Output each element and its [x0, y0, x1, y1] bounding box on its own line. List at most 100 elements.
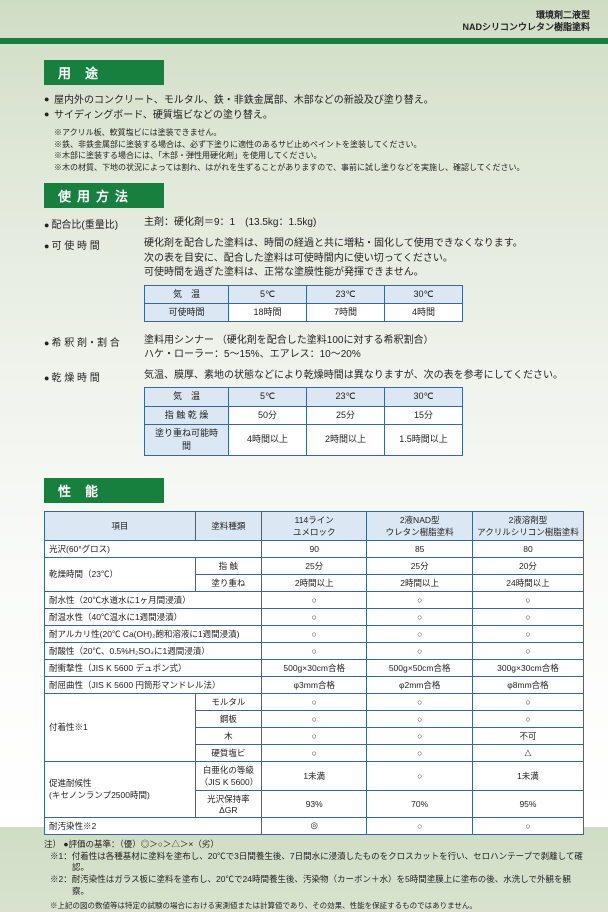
perf-th-col1: 114ライン ユメロック: [261, 511, 366, 540]
dry-r0c3: 15分: [385, 406, 463, 424]
potlife-body3: 可使時間を過ぎた塗料は、正常な塗膜性能が発揮できません。: [144, 266, 584, 281]
perf-cell: ○: [472, 642, 583, 659]
perf-cell: ○: [367, 761, 472, 790]
perf-cell: 25分: [367, 557, 472, 574]
dry-r0c1: 50分: [229, 406, 307, 424]
perf-cell: 70%: [367, 790, 472, 817]
legend-l0: 注） ●評価の基準：（優）◎＞○＞△＞×（劣）: [44, 839, 584, 851]
perf-cell: ○: [472, 608, 583, 625]
perf-cell: ○: [261, 608, 366, 625]
perf-cell: 93%: [261, 790, 366, 817]
dry-th0: 気 温: [145, 388, 229, 406]
perf-row-label: 乾燥時間（23℃）: [45, 557, 196, 591]
uses-bullets: 屋内外のコンクリート、モルタル、鉄・非鉄金属部、木部などの新設及び塗り替え。 サ…: [44, 93, 584, 123]
perf-cell: 24時間以上: [472, 574, 583, 591]
perf-cell: ○: [261, 591, 366, 608]
potlife-th1: 5℃: [229, 285, 307, 303]
dry-r0c2: 25分: [307, 406, 385, 424]
dry-r0c0: 指 触 乾 燥: [145, 406, 229, 424]
method-ratio-row: 配合比(重量比) 主剤：硬化剤＝9：1 (13.5kg：1.5kg): [44, 216, 584, 231]
perf-row-sub: 指 触: [195, 557, 261, 574]
uses-note-2: ※鉄、非鉄金属部に塗装する場合は、必ず下塗りに適性のあるサビ止めペイントを塗装し…: [54, 139, 584, 151]
perf-cell: ○: [367, 817, 472, 834]
uses-notes: ※アクリル板、軟質塩ビには塗装できません。 ※鉄、非鉄金属部に塗装する場合は、必…: [44, 127, 584, 173]
perf-cell: φ2mm合格: [367, 676, 472, 693]
perf-row-label: 耐アルカリ性(20℃ Ca(OH)₂飽和溶液に1週間浸漬): [45, 625, 262, 642]
perf-cell: φ8mm合格: [472, 676, 583, 693]
uses-note-3: ※木部に塗装する場合には、「木部・弾性用硬化剤」を使用してください。: [54, 150, 584, 162]
perf-cell: ○: [261, 625, 366, 642]
perf-row-label: 付着性※1: [45, 693, 196, 761]
perf-cell: 20分: [472, 557, 583, 574]
perf-cell: 2時間以上: [367, 574, 472, 591]
dry-table: 気 温 5℃ 23℃ 30℃ 指 触 乾 燥 50分 25分 15分 塗り重ね可…: [144, 387, 463, 455]
subtitle-line1: 環境剤二液型: [463, 10, 591, 22]
dry-r1c2: 2時間以上: [307, 424, 385, 455]
dry-body1: 気温、膜厚、素地の状態などにより乾燥時間は異なりますが、次の表を参考にしてくださ…: [144, 369, 584, 384]
perf-row-sub: 木: [195, 727, 261, 744]
method-thinner-body: 塗料用シンナー （硬化剤を配合した塗料100に対する希釈割合） ハケ・ローラー：…: [144, 334, 584, 363]
potlife-body1: 硬化剤を配合した塗料は、時間の経過と共に増粘・固化して使用できなくなります。: [144, 237, 584, 252]
perf-cell: ○: [261, 727, 366, 744]
perf-cell: 1未満: [261, 761, 366, 790]
potlife-r0c0: 可使時間: [145, 303, 229, 321]
section-head-uses: 用途: [44, 60, 164, 85]
perf-cell: ○: [472, 693, 583, 710]
perf-cell: ○: [472, 591, 583, 608]
potlife-r0c1: 18時間: [229, 303, 307, 321]
perf-cell: 95%: [472, 790, 583, 817]
method-dry-body: 気温、膜厚、素地の状態などにより乾燥時間は異なりますが、次の表を参考にしてくださ…: [144, 369, 584, 462]
perf-cell: ○: [367, 744, 472, 761]
method-thinner-label: 希 釈 剤・割 合: [44, 334, 144, 363]
method-potlife-label: 可 使 時 間: [44, 237, 144, 328]
perf-th-col2: 2液NAD型 ウレタン樹脂塗料: [367, 511, 472, 540]
method-potlife-row: 可 使 時 間 硬化剤を配合した塗料は、時間の経過と共に増粘・固化して使用できな…: [44, 237, 584, 328]
perf-row-sub: モルタル: [195, 693, 261, 710]
perf-cell: ○: [261, 693, 366, 710]
perf-cell: ○: [261, 642, 366, 659]
perf-cell: ○: [367, 608, 472, 625]
perf-cell: ○: [367, 591, 472, 608]
perf-cell: 90: [261, 540, 366, 557]
potlife-th3: 30℃: [385, 285, 463, 303]
perf-th-item: 項目: [45, 511, 196, 540]
dry-r1c1: 4時間以上: [229, 424, 307, 455]
legend-l1: ※1：付着性は各種基材に塗料を塗布し、20℃で3日間養生後、7日間水に浸漬したも…: [44, 851, 584, 875]
perf-cell: ◎: [261, 817, 366, 834]
section-head-method: 使用方法: [44, 183, 164, 208]
section-head-perf: 性能: [44, 478, 164, 503]
main-content: 用途 屋内外のコンクリート、モルタル、鉄・非鉄金属部、木部などの新設及び塗り替え…: [44, 60, 584, 912]
perf-cell: ○: [367, 727, 472, 744]
perf-row-sub: 白亜化の等級（JIS K 5600）: [195, 761, 261, 790]
perf-row-sub: 塗り重ね: [195, 574, 261, 591]
perf-row-sub: 鋼板: [195, 710, 261, 727]
perf-row-label: 促進耐候性 (キセノンランプ2500時間): [45, 761, 196, 817]
perf-legend: 注） ●評価の基準：（優）◎＞○＞△＞×（劣） ※1：付着性は各種基材に塗料を塗…: [44, 839, 584, 912]
dry-th2: 23℃: [307, 388, 385, 406]
perf-row-label: 耐汚染性※2: [45, 817, 262, 834]
method-ratio-body: 主剤：硬化剤＝9：1 (13.5kg：1.5kg): [144, 216, 584, 231]
dry-r1c0: 塗り重ね可能時間: [145, 424, 229, 455]
legend-l2: ※2：耐汚染性はガラス板に塗料を塗布し、20℃で24時間養生後、汚染物（カーボン…: [44, 874, 584, 898]
method-ratio-label: 配合比(重量比): [44, 216, 144, 231]
perf-cell: ○: [261, 744, 366, 761]
method-dry-row: 乾 燥 時 間 気温、膜厚、素地の状態などにより乾燥時間は異なりますが、次の表を…: [44, 369, 584, 462]
perf-cell: 500g×50cm合格: [367, 659, 472, 676]
perf-row-label: 耐酸性（20℃、0.5%H₂SO₄に1週間浸漬）: [45, 642, 262, 659]
perf-cell: 2時間以上: [261, 574, 366, 591]
perf-row-label: 光沢(60°グロス): [45, 540, 262, 557]
perf-cell: 25分: [261, 557, 366, 574]
method-dry-label: 乾 燥 時 間: [44, 369, 144, 462]
uses-bullet-2: サイディングボード、硬質塩ビなどの塗り替え。: [44, 108, 584, 123]
method-potlife-body: 硬化剤を配合した塗料は、時間の経過と共に増粘・固化して使用できなくなります。 次…: [144, 237, 584, 328]
perf-cell: ○: [472, 817, 583, 834]
perf-cell: 85: [367, 540, 472, 557]
thinner-body1: 塗料用シンナー （硬化剤を配合した塗料100に対する希釈割合）: [144, 334, 584, 349]
perf-row-sub: 光沢保持率ΔGR: [195, 790, 261, 817]
perf-cell: 80: [472, 540, 583, 557]
perf-cell: φ3mm合格: [261, 676, 366, 693]
subtitle-line2: NADシリコンウレタン樹脂塗料: [463, 22, 591, 34]
potlife-r0c2: 7時間: [307, 303, 385, 321]
uses-note-4: ※木の材質、下地の状況によっては割れ、はがれを生ずることがありますので、事前に試…: [54, 162, 584, 174]
perf-row-label: 耐屈曲性（JIS K 5600 円筒形マンドレル法）: [45, 676, 262, 693]
